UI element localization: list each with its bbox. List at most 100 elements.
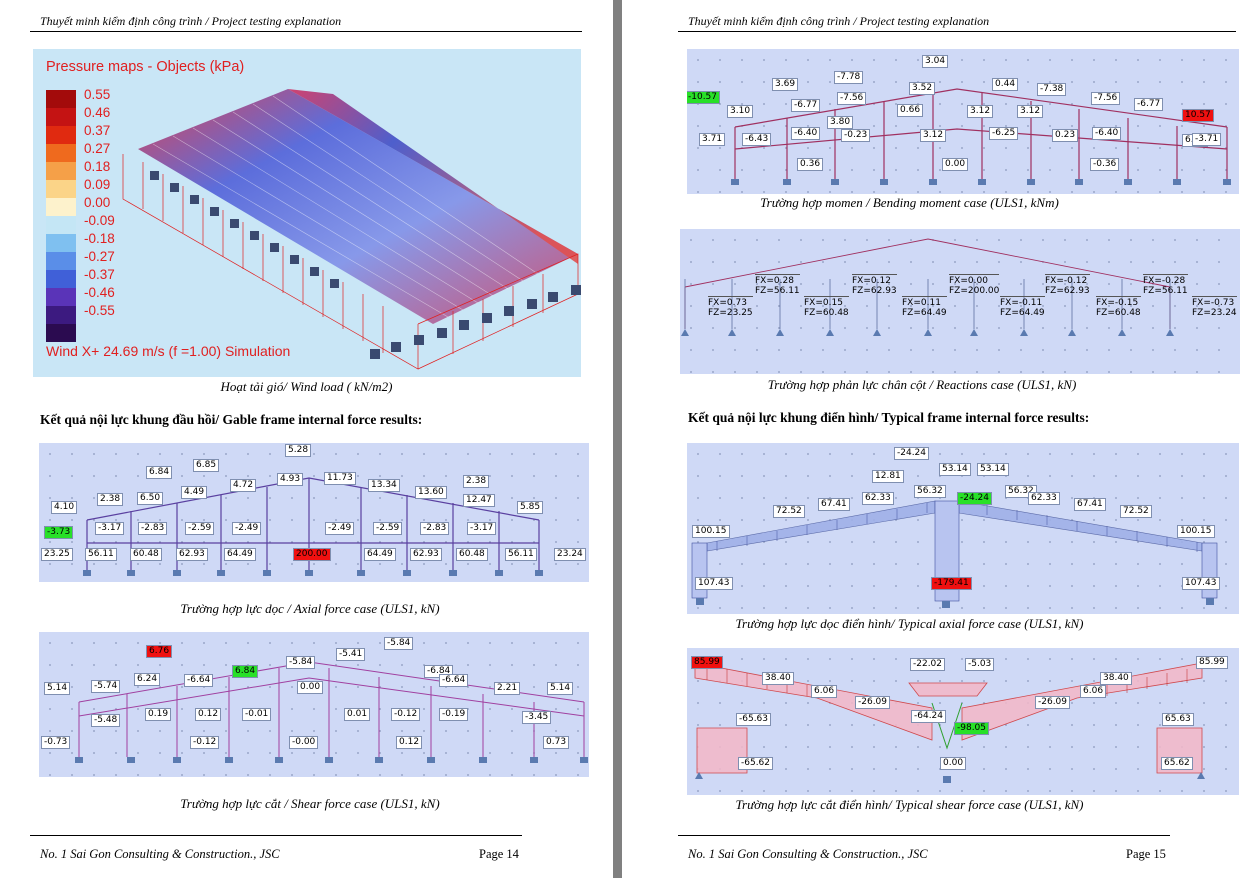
legend-row: 0.27: [46, 141, 115, 162]
force-value-label: -7.78: [834, 71, 864, 84]
reaction-label: FX=0.11 FZ=64.49: [902, 296, 947, 318]
force-value-label: 3.71: [699, 133, 726, 146]
force-value-label: 3.12: [967, 105, 994, 118]
force-value-label: -179.41: [931, 577, 972, 590]
gable-section-heading: Kết quả nội lực khung đầu hồi/ Gable fra…: [40, 412, 423, 427]
force-value-label: 5.14: [44, 682, 71, 695]
force-value-label: 11.73: [324, 472, 356, 485]
force-value-label: 13.34: [368, 479, 400, 492]
force-value-label: 56.11: [85, 548, 117, 561]
typical-axial-caption: Trường hợp lực dọc điển hình/ Typical ax…: [735, 616, 1084, 631]
force-value-label: 72.52: [1120, 505, 1152, 518]
axial-caption: Trường hợp lực dọc / Axial force case (U…: [180, 601, 440, 616]
force-value-label: -0.73: [41, 736, 71, 749]
force-value-label: 62.93: [410, 548, 442, 561]
force-value-label: 5.28: [285, 444, 312, 457]
legend-swatch: [46, 270, 76, 288]
reaction-label: FX=0.00 FZ=200.00: [949, 274, 1000, 296]
footer-rule: [678, 835, 1170, 836]
legend-row: -0.27: [46, 248, 115, 270]
force-value-label: 23.24: [554, 548, 586, 561]
legend-swatch: [46, 108, 76, 126]
force-value-label: 12.47: [463, 494, 495, 507]
force-value-label: 3.80: [827, 116, 854, 129]
reactions-caption: Trường hợp phản lực chân cột / Reactions…: [767, 377, 1077, 392]
gable-frame-axial-drawing: [83, 477, 543, 576]
reaction-label: FX=0.15 FZ=60.48: [804, 296, 849, 318]
force-value-label: -6.25: [989, 127, 1019, 140]
force-value-label: 100.15: [1177, 525, 1215, 538]
pressure-map-figure: Pressure maps - Objects (kPa) 0.55 0.46 0.…: [33, 49, 581, 377]
force-value-label: 0.12: [195, 708, 222, 721]
force-value-label: 0.36: [797, 158, 824, 171]
force-value-label: 4.72: [230, 479, 257, 492]
legend-value: 0.37: [84, 122, 111, 138]
force-value-label: -2.49: [232, 522, 262, 535]
typical-shear-caption: Trường hợp lực cắt điển hình/ Typical sh…: [735, 797, 1084, 812]
legend-row: -0.37: [46, 267, 115, 288]
force-value-label: -26.09: [855, 696, 891, 709]
reactions-frame-drawing: [681, 238, 1174, 336]
legend-row: -0.18: [46, 231, 115, 252]
force-value-label: 107.43: [695, 577, 733, 590]
force-value-label: 12.81: [872, 470, 904, 483]
reaction-label: FX=-0.12 FZ=62.93: [1045, 274, 1090, 296]
force-value-label: -0.01: [242, 708, 272, 721]
force-value-label: 0.00: [297, 681, 324, 694]
wind-simulation-label: Wind X+ 24.69 m/s (f =1.00) Simulation: [46, 343, 291, 359]
force-value-label: 13.60: [415, 486, 447, 499]
force-value-label: 3.69: [772, 78, 799, 91]
building-3d-render: [122, 89, 581, 370]
legend-row: -0.09: [46, 212, 115, 234]
force-value-label: 100.15: [692, 525, 730, 538]
legend-row: 0.18: [46, 158, 115, 180]
legend-value: 0.46: [84, 104, 111, 120]
force-value-label: -7.56: [1091, 92, 1121, 105]
force-value-label: 0.00: [940, 757, 967, 770]
force-value-label: 0.44: [992, 78, 1019, 91]
force-value-label: -5.03: [965, 658, 995, 671]
force-value-label: 64.49: [224, 548, 256, 561]
force-value-label: -6.64: [184, 674, 214, 687]
force-value-label: 53.14: [977, 463, 1009, 476]
force-value-label: 85.99: [1196, 656, 1228, 669]
force-value-label: -0.36: [1090, 158, 1120, 171]
force-value-label: 3.12: [1017, 105, 1044, 118]
force-value-label: 6.84: [232, 665, 259, 678]
force-value-label: 0.19: [145, 708, 172, 721]
legend-row: 0.46: [46, 104, 115, 126]
legend-value: -0.46: [84, 284, 115, 300]
force-value-label: -64.24: [911, 710, 947, 723]
legend-value: 0.18: [84, 158, 111, 174]
force-value-label: -26.09: [1035, 696, 1071, 709]
force-value-label: 107.43: [1182, 577, 1220, 590]
force-value-label: -5.84: [384, 637, 414, 650]
legend-swatch: [46, 324, 76, 342]
page-14: Thuyết minh kiểm định công trình / Proje…: [0, 0, 613, 878]
legend-row: -0.46: [46, 284, 115, 306]
legend-value: -0.27: [84, 248, 115, 264]
force-value-label: 6.84: [146, 466, 173, 479]
typical-axial-drawing: [691, 500, 1218, 608]
legend-value: -0.09: [84, 212, 115, 228]
page-number: Page 15: [1126, 847, 1166, 861]
force-value-label: 62.33: [862, 492, 894, 505]
force-value-label: 3.52: [909, 82, 936, 95]
force-value-label: -98.05: [954, 722, 990, 735]
gable-shear-diagram: -5.84 6.76 -5.84 -5.41 6.84 -6.84 -6.64 -6.64 6.…: [39, 632, 589, 777]
force-value-label: -5.74: [91, 680, 121, 693]
legend-swatch: [46, 90, 76, 108]
legend-value: -0.55: [84, 302, 115, 318]
force-value-label: -0.12: [190, 736, 220, 749]
legend-swatch: [46, 288, 76, 306]
force-value-label: 23.25: [41, 548, 73, 561]
force-value-label: -6.40: [791, 127, 821, 140]
legend-value: 0.09: [84, 176, 111, 192]
gable-frame-shear-drawing: [75, 661, 588, 763]
force-value-label: -3.71: [1192, 133, 1222, 146]
page-header: Thuyết minh kiểm định công trình / Proje…: [40, 14, 342, 28]
company-footer: No. 1 Sai Gon Consulting & Construction.…: [688, 847, 928, 861]
force-value-label: -5.84: [286, 656, 316, 669]
force-value-label: 56.32: [914, 485, 946, 498]
force-value-label: -65.63: [736, 713, 772, 726]
